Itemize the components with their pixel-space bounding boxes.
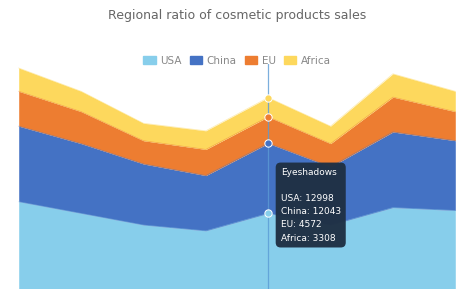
Text: Eyeshadows

USA: 12998
China: 12043
EU: 4572
Africa: 3308: Eyeshadows USA: 12998 China: 12043 EU: 4… (281, 168, 341, 242)
Legend: USA, China, EU, Africa: USA, China, EU, Africa (139, 51, 335, 70)
Text: Regional ratio of cosmetic products sales: Regional ratio of cosmetic products sale… (108, 9, 366, 22)
